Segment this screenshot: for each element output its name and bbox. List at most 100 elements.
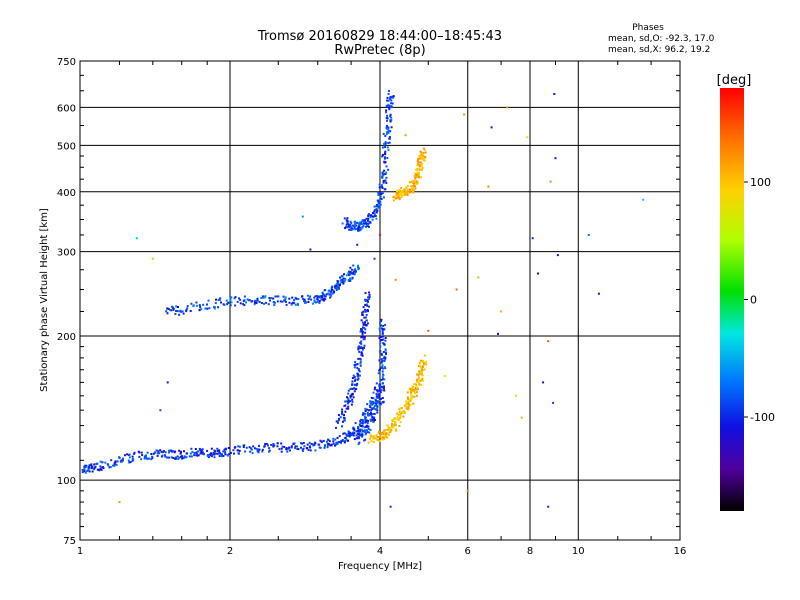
trace-2-point [379, 339, 382, 342]
trace-3-point [268, 297, 271, 299]
trace-1-point [357, 348, 360, 351]
trace-4-point [370, 214, 373, 217]
trace-4-point [388, 136, 391, 139]
trace-3-point [330, 294, 333, 297]
trace-0-point [85, 464, 88, 467]
trace-0-point [82, 469, 85, 472]
trace-3-point [340, 279, 342, 282]
trace-0-point [281, 445, 284, 448]
trace-2-point [379, 335, 382, 338]
trace-5-point [410, 391, 413, 394]
trace-0-point [145, 454, 147, 457]
trace-0-point [219, 452, 221, 455]
trace-0-point [248, 446, 251, 449]
trace-1-point [354, 378, 357, 381]
trace-4-point [389, 120, 392, 123]
trace-5-point [375, 437, 377, 440]
trace-2-point [369, 419, 372, 422]
trace-5-point [419, 359, 422, 362]
trace-3-point [310, 298, 313, 301]
trace-0-point [330, 444, 333, 447]
trace-5-point [370, 435, 373, 438]
trace-0-point [100, 466, 103, 469]
trace-4-point [375, 211, 378, 214]
trace-0-point [323, 446, 326, 449]
trace-0-point [347, 434, 349, 437]
trace-1-point [346, 397, 349, 400]
trace-3-point [285, 303, 288, 306]
trace-1-point [361, 321, 364, 324]
trace-3-point [185, 309, 188, 312]
trace-3-point [304, 300, 307, 303]
trace-0-point [114, 461, 117, 464]
trace-0-point [272, 443, 275, 445]
trace-3-point [178, 310, 181, 313]
trace-0-point [301, 450, 304, 452]
trace-3-point [314, 301, 317, 304]
trace-4-point [367, 225, 370, 228]
trace-0-point [104, 461, 107, 464]
trace-6-point [423, 159, 425, 162]
trace-2-point [357, 443, 360, 446]
scatter-point-39 [443, 375, 446, 377]
trace-0-point [352, 427, 355, 430]
trace-3-point [330, 287, 333, 289]
trace-3-point [279, 300, 282, 303]
trace-0-point [88, 467, 91, 470]
trace-3-point [306, 294, 309, 297]
trace-1-point [364, 316, 367, 319]
trace-1-point [357, 346, 360, 349]
trace-0-point [340, 440, 342, 443]
trace-3-point [242, 300, 245, 303]
trace-0-point [353, 428, 356, 431]
trace-3-point [348, 274, 350, 277]
trace-4-point [389, 113, 392, 116]
trace-3-point [316, 298, 319, 301]
trace-3-point [351, 277, 354, 280]
trace-4-point [349, 226, 352, 229]
trace-0-point [96, 462, 99, 465]
trace-5-point [373, 437, 376, 440]
trace-4-point [385, 171, 388, 174]
trace-2-point [353, 438, 356, 441]
trace-1-point [363, 346, 365, 349]
trace-1-point [342, 416, 345, 419]
trace-6-point [424, 151, 427, 154]
trace-4-point [375, 207, 378, 210]
trace-0-point [313, 444, 316, 446]
trace-5-point [387, 434, 390, 436]
trace-2-point [374, 419, 376, 421]
trace-1-point [352, 374, 355, 377]
trace-5-point [386, 436, 389, 439]
trace-6-point [416, 171, 419, 174]
trace-0-point [211, 453, 214, 456]
trace-0-point [367, 419, 369, 422]
trace-6-point [424, 155, 427, 158]
trace-0-point [218, 449, 221, 452]
trace-3-point [225, 299, 228, 302]
trace-0-point [329, 444, 332, 447]
trace-3-point [245, 301, 247, 304]
trace-2-point [384, 358, 387, 361]
trace-0-point [328, 440, 331, 443]
trace-4-point [376, 199, 379, 202]
colorbar [720, 88, 744, 511]
trace-1-point [360, 319, 363, 322]
trace-6-point [392, 196, 395, 199]
trace-0-point [83, 468, 86, 471]
trace-3-point [236, 300, 239, 303]
x-tick-label-1: 2 [227, 546, 233, 557]
trace-3-point [238, 297, 240, 300]
trace-4-point [392, 95, 395, 98]
trace-0-point [100, 468, 103, 471]
trace-0-point [91, 470, 94, 473]
trace-0-point [286, 450, 289, 453]
trace-4-point [353, 221, 356, 224]
trace-4-point [387, 142, 390, 144]
trace-2-point [380, 367, 383, 369]
trace-6-point [422, 147, 425, 150]
trace-0-point [178, 456, 181, 459]
trace-5-point [416, 373, 419, 376]
trace-0-point [301, 442, 303, 445]
trace-0-point [222, 455, 225, 457]
